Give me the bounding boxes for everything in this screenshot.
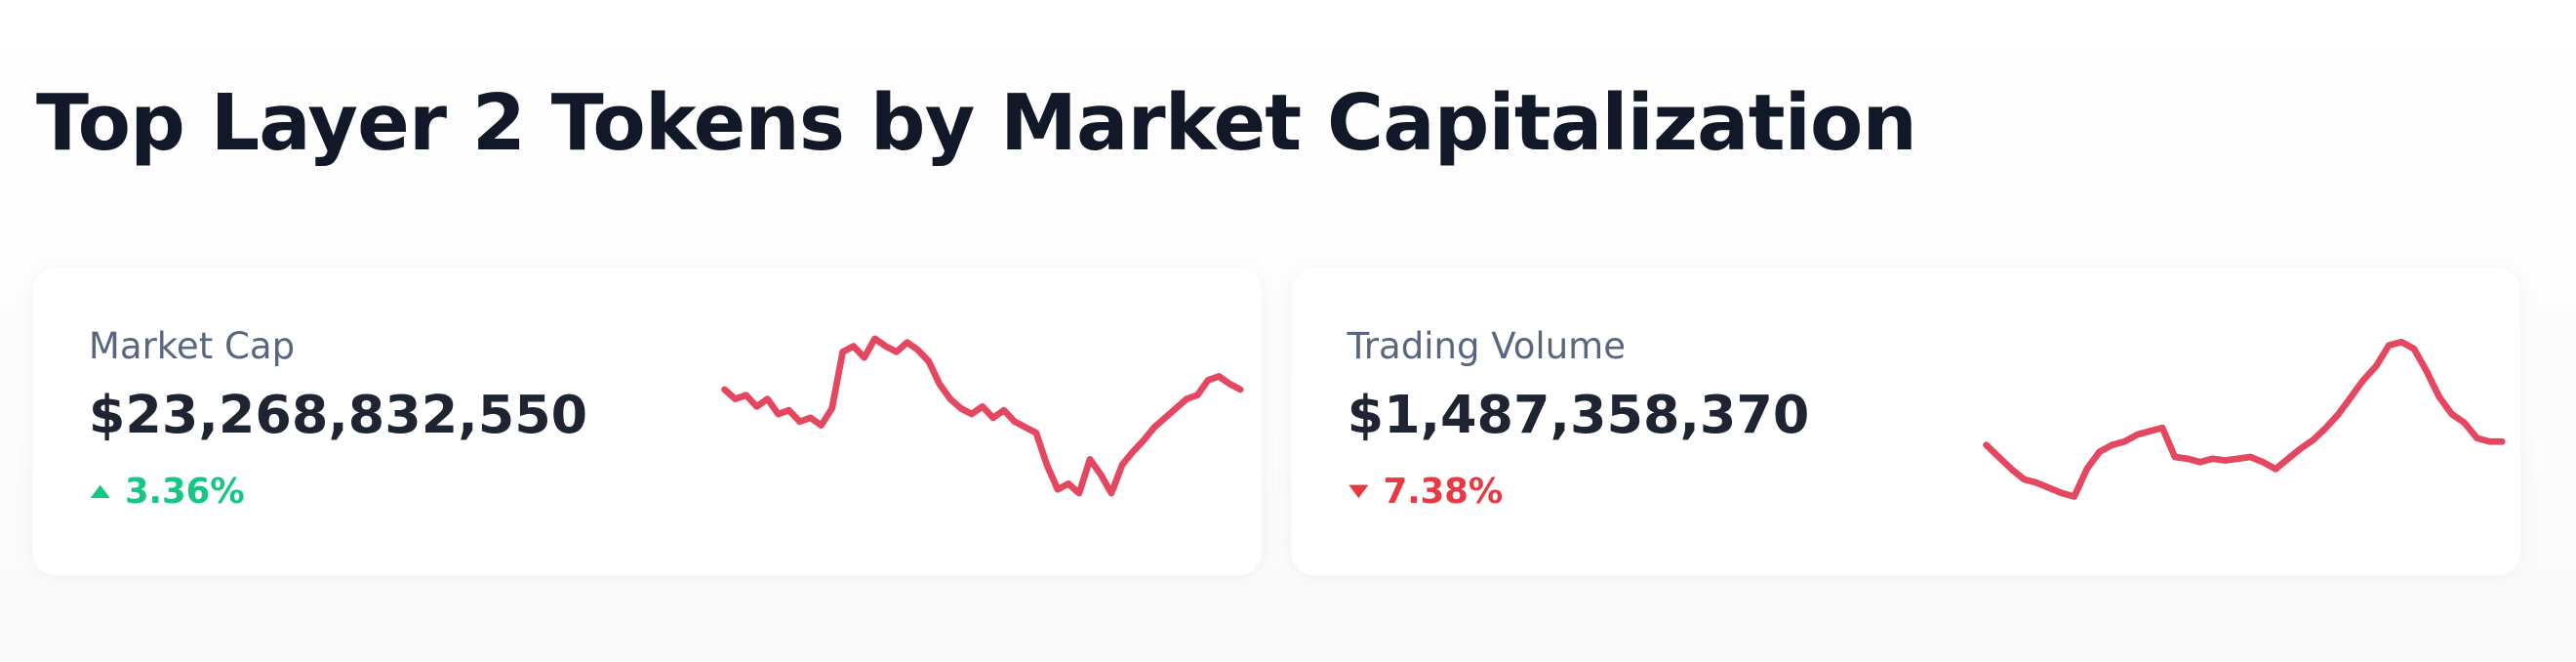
change-value: 7.38%: [1383, 472, 1504, 512]
change-arrow: [90, 484, 110, 499]
sparkline: [1983, 338, 2506, 500]
stat-label: Market Cap: [88, 327, 296, 369]
sparkline-line: [1983, 338, 2506, 500]
sparkline-line: [721, 335, 1244, 497]
stat-label: Trading Volume: [1347, 327, 1627, 369]
page-title: Top Layer 2 Tokens by Market Capitalizat…: [36, 78, 1917, 170]
sparkline: [721, 335, 1244, 497]
stat-card: Trading Volume $1,487,358,370 7.38%: [1291, 268, 2520, 576]
change: 7.38%: [1348, 472, 1504, 512]
stat-value: $1,487,358,370: [1347, 383, 1810, 446]
arrow-shape: [90, 484, 110, 499]
stat-value: $23,268,832,550: [88, 383, 588, 446]
arrow-shape: [1348, 484, 1369, 499]
change: 3.36%: [89, 472, 245, 512]
change-arrow: [1348, 484, 1369, 499]
change-value: 3.36%: [124, 472, 245, 512]
stat-card: Market Cap $23,268,832,550 3.36%: [32, 268, 1263, 576]
